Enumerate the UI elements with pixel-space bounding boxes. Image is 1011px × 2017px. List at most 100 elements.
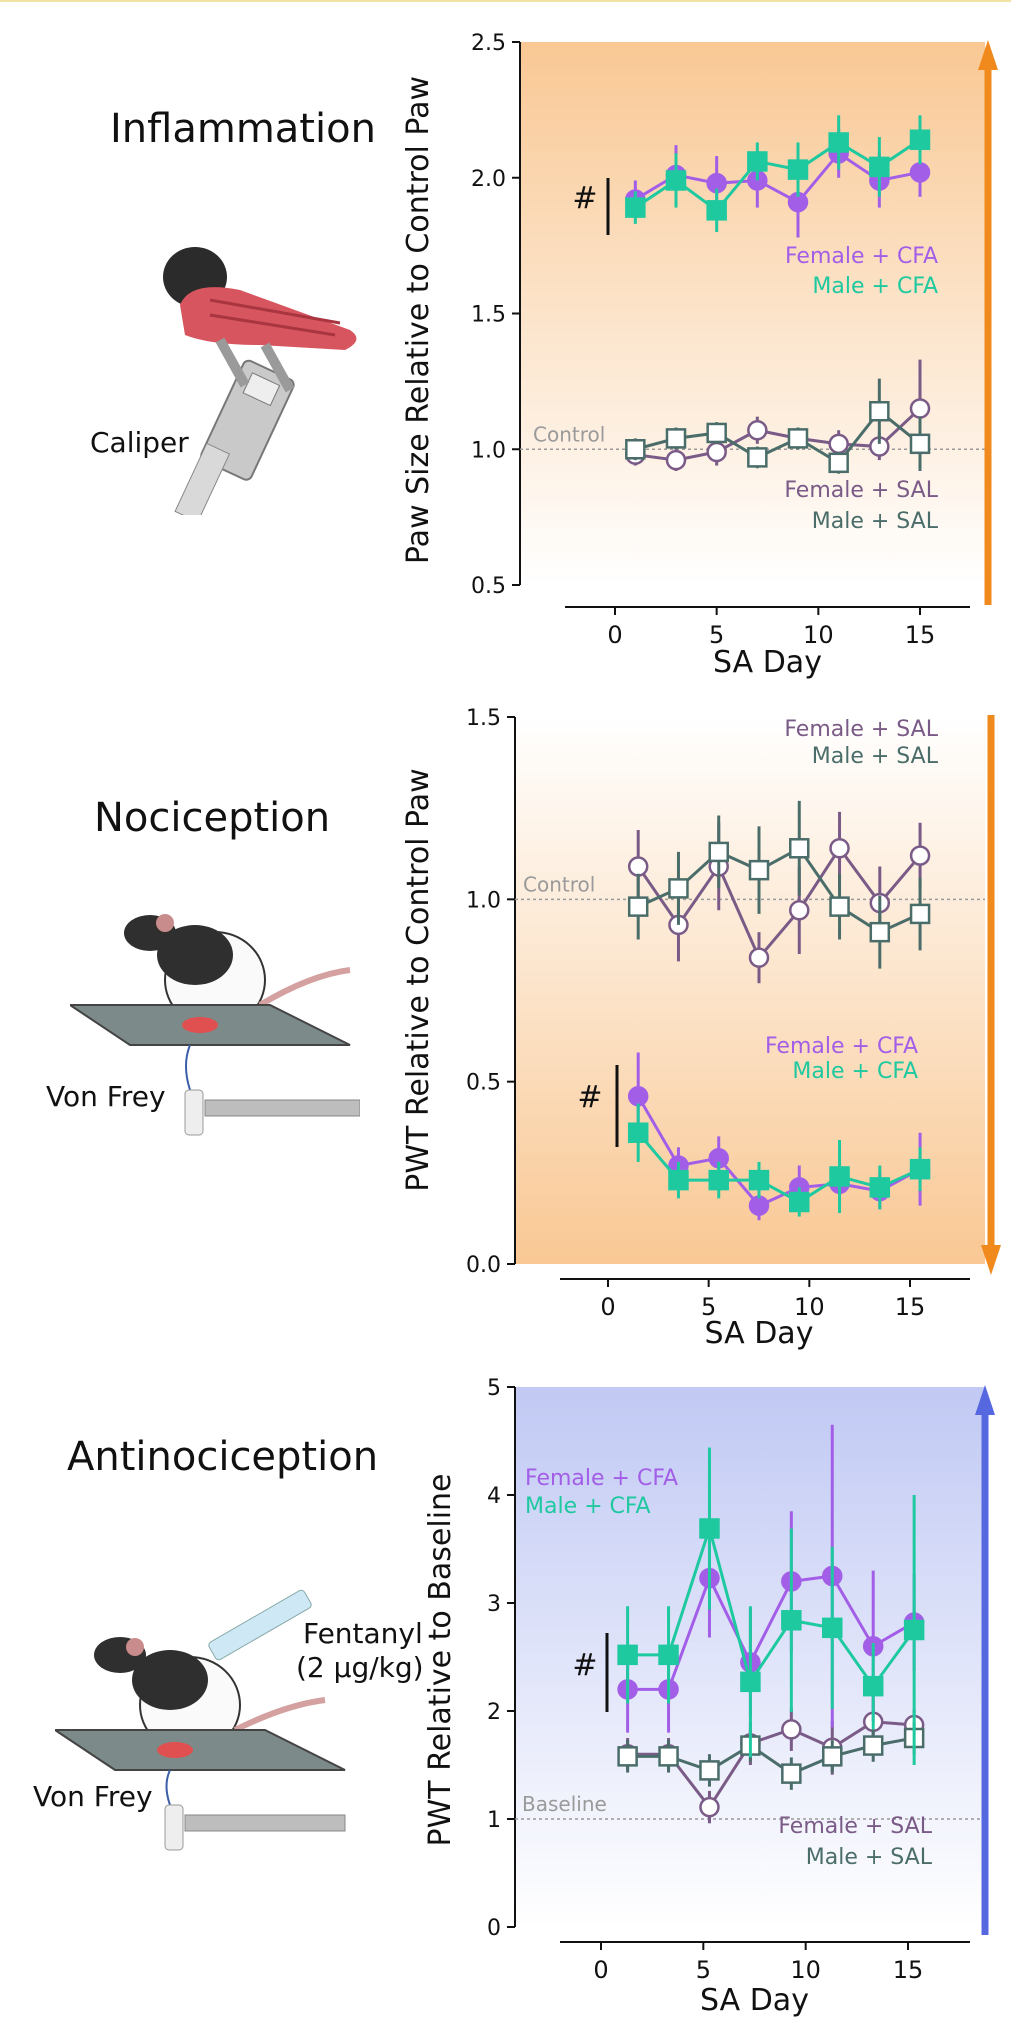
rat-mesh-illustration-2: [55, 1589, 346, 1851]
series-male-sal: [627, 800, 931, 969]
y-tick-label: 0.0: [466, 1253, 501, 1278]
caliper-icon: [174, 337, 295, 515]
x-tick-label: 0: [607, 621, 622, 649]
chart-panel-3: 0 1 2 3 4 5 0 5 10 15 SA Day PWT Relative to Baseli…: [423, 1376, 995, 2017]
legend-female-sal: Female + SAL: [778, 1814, 932, 1839]
data-point: [747, 151, 768, 172]
significance-hash: #: [572, 1648, 597, 1683]
y-tick-label: 4: [487, 1484, 501, 1509]
data-point: [627, 1086, 649, 1107]
data-point: [909, 162, 931, 183]
y-axis-label: Paw Size Relative to Control Paw: [401, 76, 436, 564]
data-point: [787, 159, 809, 180]
von-frey-icon: [164, 1769, 346, 1851]
x-tick-label: 15: [905, 621, 936, 649]
paw-icon: [163, 247, 357, 350]
series-male-sal: [625, 378, 931, 474]
series-male-cfa: [617, 1447, 925, 1765]
data-point: [828, 433, 849, 455]
data-point: [787, 428, 809, 449]
x-axis-label: SA Day: [713, 645, 822, 680]
data-point: [748, 1195, 770, 1216]
y-tick-label: 2.0: [471, 167, 506, 192]
data-point: [699, 1518, 720, 1539]
y-tick-label: 0.5: [471, 574, 506, 599]
legend-female-sal: Female + SAL: [784, 717, 938, 742]
data-point: [625, 439, 646, 460]
caliper-paw-illustration: [163, 247, 357, 515]
data-point: [706, 422, 727, 444]
legend-female-sal: Female + SAL: [784, 478, 938, 503]
x-tick-label: 5: [701, 1293, 716, 1321]
chart-panel-1: 0.5 1.0 1.5 2.0 2.5 0 5 10 15 SA Day Paw Size Rela…: [401, 31, 998, 680]
data-point: [668, 878, 689, 899]
data-point: [909, 903, 931, 925]
data-point: [706, 200, 727, 221]
reference-line-label: Control: [523, 872, 595, 896]
data-point: [909, 845, 931, 866]
data-point: [708, 1169, 729, 1191]
data-point: [869, 156, 890, 178]
von-frey-icon: [184, 1044, 360, 1136]
data-point: [668, 1169, 689, 1191]
data-point: [625, 197, 646, 218]
fentanyl-dose-label: (2 µg/kg): [296, 1651, 424, 1684]
data-point: [658, 1644, 679, 1666]
legend-female-cfa: Female + CFA: [785, 244, 938, 269]
y-tick-label: 0.5: [466, 1071, 501, 1096]
y-tick-label: 1.0: [466, 888, 501, 913]
data-point: [617, 1644, 638, 1666]
fentanyl-label: Fentanyl: [303, 1617, 423, 1650]
x-tick-label: 5: [696, 1956, 711, 1984]
data-point: [909, 433, 931, 455]
x-tick-label: 0: [593, 1956, 608, 1984]
x-tick-label: 10: [803, 621, 834, 649]
data-point: [909, 129, 931, 150]
x-tick-label: 0: [600, 1293, 615, 1321]
data-point: [828, 132, 849, 153]
legend-male-sal: Male + SAL: [806, 1845, 933, 1870]
chart-panel-2: 0.0 0.5 1.0 1.5 0 5 10 15 SA Day PWT Relative to …: [401, 706, 1001, 1351]
data-point: [829, 1166, 850, 1187]
x-tick-label: 15: [893, 1956, 924, 1984]
data-point: [869, 1177, 891, 1198]
series-line: [627, 1574, 915, 1691]
mesh-platform-icon: [70, 1004, 351, 1046]
von-frey-label-2: Von Frey: [33, 1780, 153, 1813]
data-point: [627, 896, 649, 917]
data-point: [617, 1746, 638, 1767]
data-point: [748, 947, 770, 968]
data-point: [665, 428, 687, 449]
y-tick-label: 3: [487, 1592, 501, 1617]
x-tick-label: 15: [895, 1293, 926, 1321]
data-point: [903, 1619, 925, 1641]
y-tick-label: 1: [487, 1808, 501, 1833]
side-arrow-head: [978, 40, 998, 70]
legend-female-cfa: Female + CFA: [525, 1466, 678, 1491]
data-point: [748, 1169, 770, 1191]
side-arrow-head: [981, 1245, 1001, 1275]
y-axis-label: PWT Relative to Control Paw: [401, 768, 436, 1191]
y-tick-label: 2.5: [471, 31, 506, 56]
data-point: [706, 441, 727, 463]
rat-mesh-illustration-1: [70, 914, 360, 1136]
data-point: [627, 856, 649, 877]
legend-male-sal: Male + SAL: [812, 509, 939, 534]
panel-title-inflammation: Inflammation: [110, 106, 376, 152]
x-tick-label: 10: [790, 1956, 821, 1984]
data-point: [665, 170, 687, 191]
data-point: [909, 398, 931, 419]
panel-title-antinociception: Antinociception: [67, 1434, 379, 1480]
data-point: [789, 900, 810, 921]
data-point: [740, 1671, 761, 1693]
von-frey-label-1: Von Frey: [46, 1080, 166, 1113]
data-point: [789, 838, 810, 859]
y-tick-label: 1.5: [471, 303, 506, 328]
x-tick-label: 10: [794, 1293, 825, 1321]
legend-male-cfa: Male + CFA: [525, 1494, 651, 1519]
data-point: [747, 419, 768, 441]
data-point: [828, 452, 849, 474]
data-point: [829, 838, 850, 859]
x-axis-label: SA Day: [705, 1316, 814, 1351]
